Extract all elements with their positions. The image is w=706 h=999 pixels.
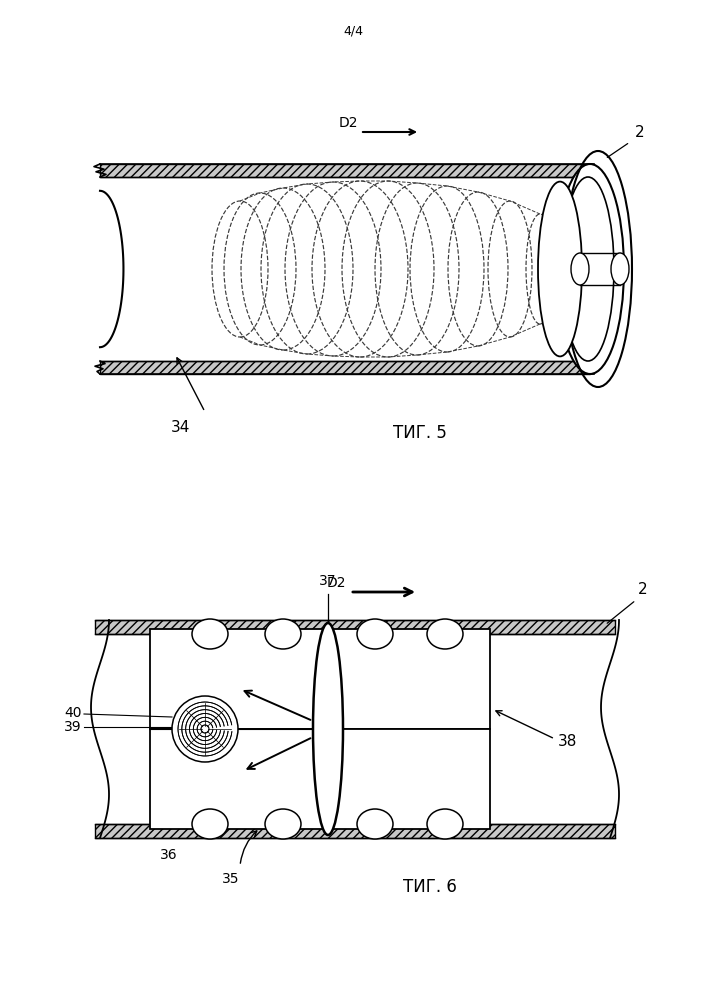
Ellipse shape (192, 809, 228, 839)
Text: 38: 38 (558, 733, 578, 748)
Polygon shape (100, 361, 590, 374)
Ellipse shape (556, 164, 624, 374)
Text: 36: 36 (160, 848, 178, 862)
Ellipse shape (562, 177, 614, 361)
Text: 2: 2 (635, 125, 645, 140)
Text: 40: 40 (64, 706, 82, 720)
Ellipse shape (611, 253, 629, 285)
Ellipse shape (357, 809, 393, 839)
Text: 4/4: 4/4 (343, 24, 363, 37)
Ellipse shape (427, 809, 463, 839)
Ellipse shape (313, 623, 343, 835)
Text: 39: 39 (64, 720, 82, 734)
Ellipse shape (427, 619, 463, 649)
Ellipse shape (357, 619, 393, 649)
Text: ΤИГ. 5: ΤИГ. 5 (393, 424, 447, 442)
Ellipse shape (265, 619, 301, 649)
Ellipse shape (571, 253, 589, 285)
Text: 34: 34 (170, 420, 190, 435)
Text: D2: D2 (338, 116, 358, 130)
Text: 2: 2 (638, 582, 647, 597)
Text: ΤИГ. 6: ΤИГ. 6 (403, 878, 457, 896)
Polygon shape (150, 729, 490, 829)
Polygon shape (100, 164, 590, 177)
Text: 35: 35 (222, 872, 239, 886)
Ellipse shape (538, 182, 582, 357)
Polygon shape (95, 620, 615, 634)
Polygon shape (150, 629, 490, 729)
Ellipse shape (192, 619, 228, 649)
Text: 37: 37 (319, 574, 337, 588)
Ellipse shape (172, 696, 238, 762)
Ellipse shape (265, 809, 301, 839)
Polygon shape (95, 824, 615, 838)
Text: D2: D2 (326, 576, 346, 590)
